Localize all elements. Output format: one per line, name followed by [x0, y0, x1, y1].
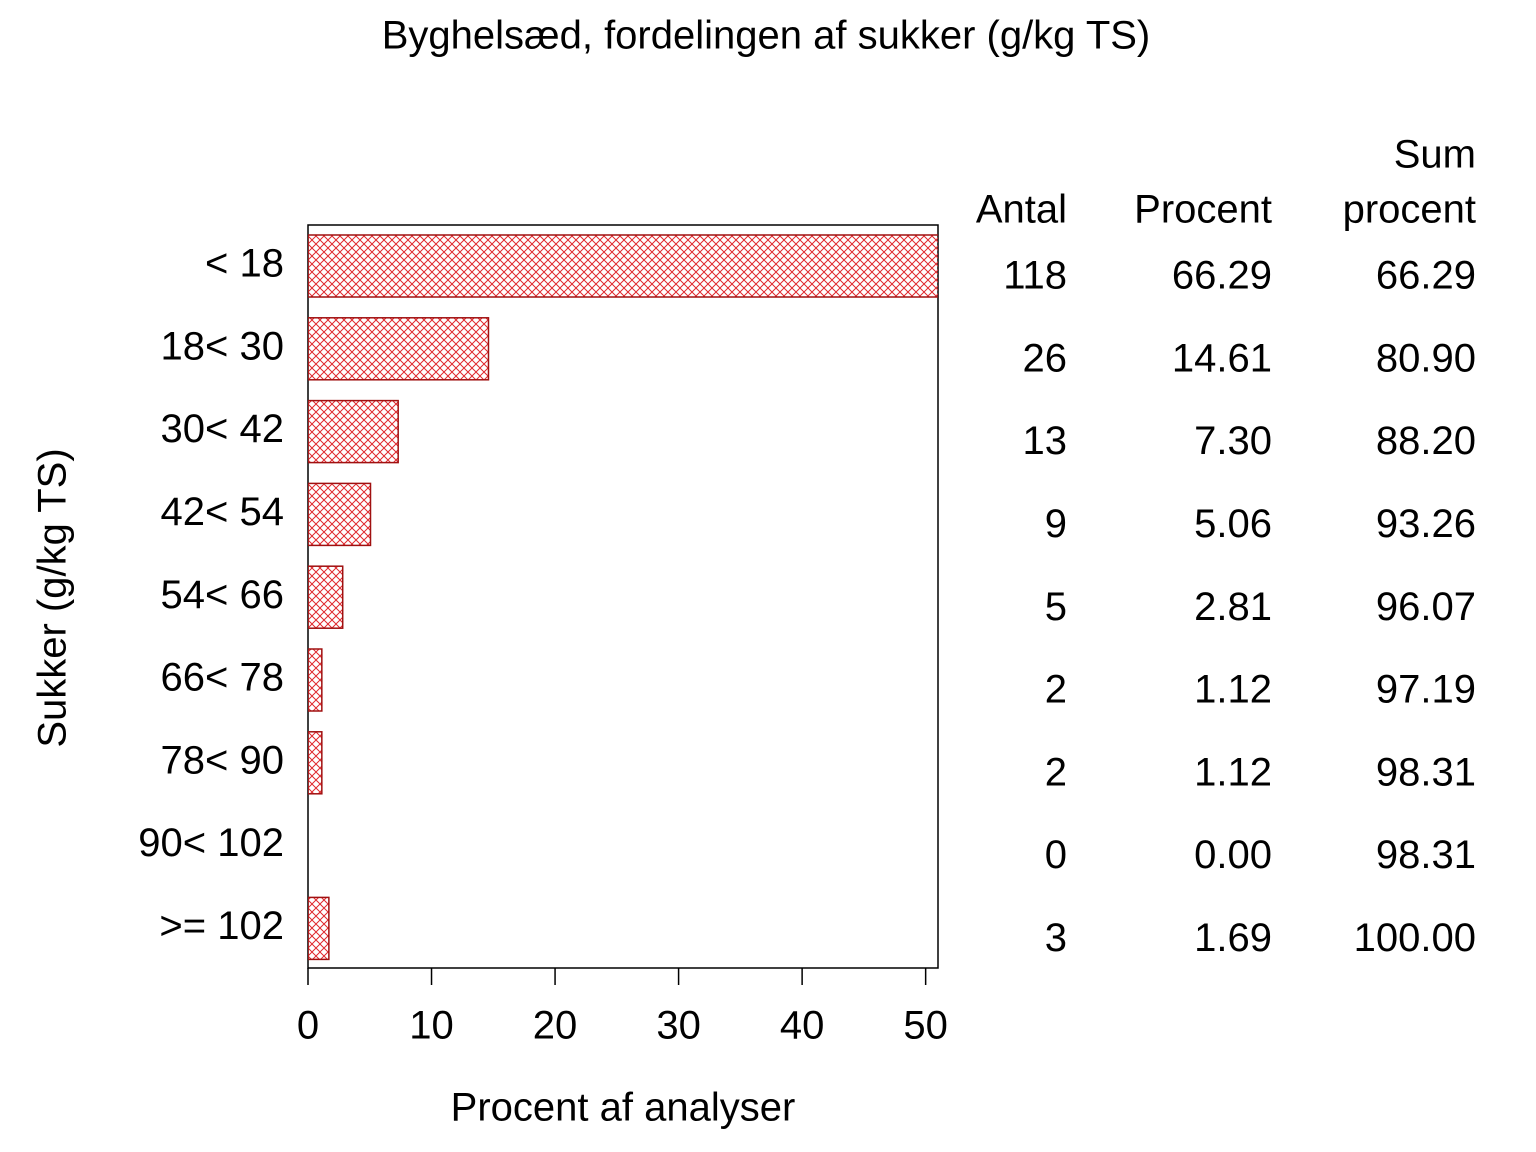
table-cumulative: 97.19: [1376, 668, 1476, 712]
table-cumulative: 98.31: [1376, 750, 1476, 794]
table-header: Sum: [1394, 133, 1476, 177]
x-tick-label: 30: [656, 1004, 701, 1048]
table-cumulative: 80.90: [1376, 336, 1476, 380]
table-percent: 5.06: [1194, 502, 1272, 546]
bar: [308, 565, 344, 629]
table-count: 0: [1045, 833, 1067, 877]
table-percent: 2.81: [1194, 585, 1272, 629]
table-percent: 14.61: [1172, 336, 1272, 380]
y-tick-label: < 18: [205, 242, 284, 286]
bar: [308, 234, 938, 298]
bar: [308, 648, 323, 712]
y-tick-label: 78< 90: [161, 738, 284, 782]
y-tick-label: 66< 78: [161, 656, 284, 700]
table-cumulative: 93.26: [1376, 502, 1476, 546]
table-cumulative: 88.20: [1376, 419, 1476, 463]
table-header: procent: [1343, 188, 1476, 232]
x-axis-label: Procent af analyser: [451, 1086, 796, 1130]
table-count: 26: [1023, 336, 1068, 380]
table-percent: 1.12: [1194, 750, 1272, 794]
table-header: Antal: [976, 188, 1067, 232]
bar: [308, 317, 490, 381]
table-count: 5: [1045, 585, 1067, 629]
bar: [308, 399, 399, 464]
table-count: 3: [1045, 916, 1067, 960]
table-percent: 66.29: [1172, 254, 1272, 298]
table-header: Procent: [1134, 188, 1272, 232]
x-tick-label: 50: [903, 1004, 948, 1048]
table-count: 118: [1003, 254, 1067, 298]
bar: [308, 896, 330, 961]
table-percent: 1.12: [1194, 668, 1272, 712]
y-tick-label: 30< 42: [161, 407, 284, 451]
y-tick-label: >= 102: [159, 904, 284, 948]
table-percent: 0.00: [1194, 833, 1272, 877]
x-tick-label: 40: [780, 1004, 825, 1048]
bars: [308, 234, 938, 961]
table-count: 9: [1045, 502, 1067, 546]
table-cumulative: 96.07: [1376, 585, 1476, 629]
y-axis-label: Sukker (g/kg TS): [31, 448, 75, 747]
table-percent: 7.30: [1194, 419, 1272, 463]
x-tick-label: 0: [297, 1004, 319, 1048]
table-cumulative: 66.29: [1376, 254, 1476, 298]
table-count: 13: [1023, 419, 1068, 463]
table-count: 2: [1045, 668, 1067, 712]
chart-title: Byghelsæd, fordelingen af sukker (g/kg T…: [382, 14, 1151, 58]
x-tick-label: 10: [409, 1004, 454, 1048]
table-count: 2: [1045, 750, 1067, 794]
bar: [308, 482, 372, 547]
y-tick-label: 18< 30: [161, 324, 284, 368]
x-tick-label: 20: [533, 1004, 578, 1048]
table-percent: 1.69: [1194, 916, 1272, 960]
y-tick-label: 54< 66: [161, 573, 284, 617]
y-tick-label: 90< 102: [138, 821, 284, 865]
table-cumulative: 100.00: [1354, 916, 1476, 960]
bar: [308, 731, 323, 795]
y-tick-label: 42< 54: [161, 490, 284, 534]
table-cumulative: 98.31: [1376, 833, 1476, 877]
